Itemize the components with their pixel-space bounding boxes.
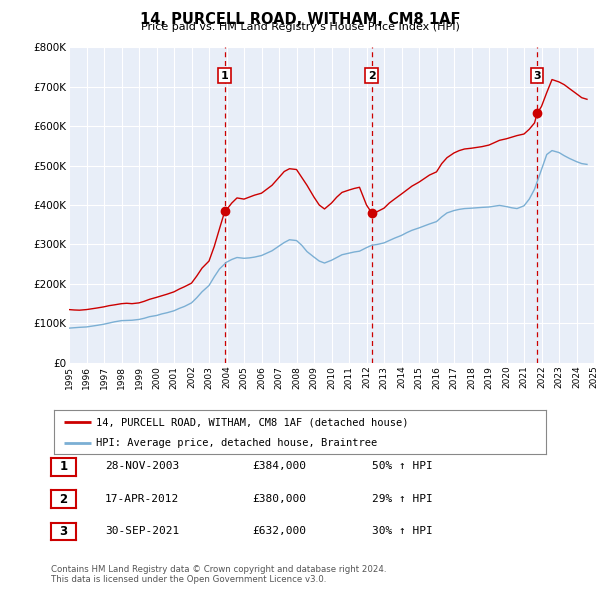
Text: £384,000: £384,000 (252, 461, 306, 471)
Text: 2: 2 (368, 71, 376, 81)
Text: 3: 3 (533, 71, 541, 81)
Text: 2: 2 (59, 493, 68, 506)
Text: 30% ↑ HPI: 30% ↑ HPI (372, 526, 433, 536)
Text: 1: 1 (59, 460, 68, 473)
Text: 30-SEP-2021: 30-SEP-2021 (105, 526, 179, 536)
Text: HPI: Average price, detached house, Braintree: HPI: Average price, detached house, Brai… (96, 438, 377, 448)
Text: 14, PURCELL ROAD, WITHAM, CM8 1AF (detached house): 14, PURCELL ROAD, WITHAM, CM8 1AF (detac… (96, 418, 409, 427)
Text: 1: 1 (221, 71, 229, 81)
Text: 3: 3 (59, 525, 68, 538)
Text: 29% ↑ HPI: 29% ↑ HPI (372, 494, 433, 503)
Text: 28-NOV-2003: 28-NOV-2003 (105, 461, 179, 471)
Text: £380,000: £380,000 (252, 494, 306, 503)
Text: 50% ↑ HPI: 50% ↑ HPI (372, 461, 433, 471)
Text: Price paid vs. HM Land Registry's House Price Index (HPI): Price paid vs. HM Land Registry's House … (140, 22, 460, 32)
Text: 14, PURCELL ROAD, WITHAM, CM8 1AF: 14, PURCELL ROAD, WITHAM, CM8 1AF (140, 12, 460, 27)
Text: Contains HM Land Registry data © Crown copyright and database right 2024.
This d: Contains HM Land Registry data © Crown c… (51, 565, 386, 584)
Text: £632,000: £632,000 (252, 526, 306, 536)
Text: 17-APR-2012: 17-APR-2012 (105, 494, 179, 503)
